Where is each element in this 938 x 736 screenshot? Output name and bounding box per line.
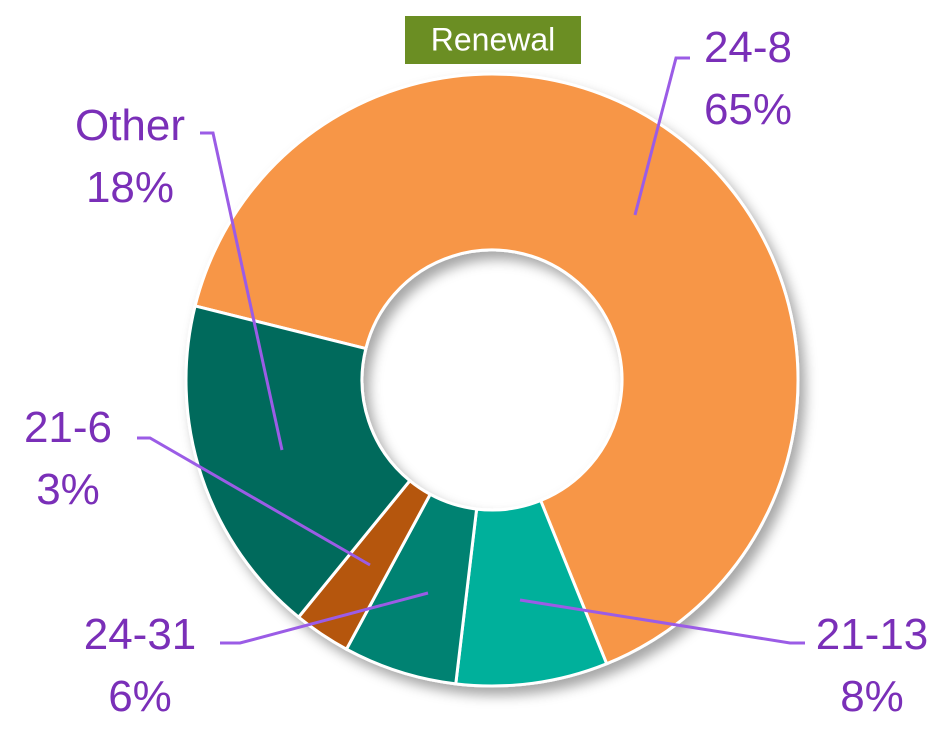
leader-line [220,591,429,645]
slice-label: 21-13 8% [816,610,929,721]
category-label: 24-8 [704,23,792,72]
leader-line [519,598,805,645]
category-label: 24-31 [84,610,197,659]
value-label: 3% [36,465,100,514]
slice-label: 24-8 65% [704,23,792,134]
category-label: Other [75,101,185,150]
chart-title: Renewal [431,21,556,57]
category-label: 21-6 [24,403,112,452]
slice [184,304,412,620]
value-label: 65% [704,85,792,134]
labels: 24-8 65% 21-13 8% 24-31 6% 21-6 3% Other 18% [24,23,928,721]
donut [184,72,800,688]
leader-line [137,436,371,567]
slice-label: 21-6 3% [24,403,112,514]
value-label: 18% [86,163,174,212]
slice-label: 24-31 6% [84,610,197,721]
leader-line [200,131,284,451]
slice [193,72,800,666]
leader-line [633,56,690,216]
value-label: 6% [108,672,172,721]
value-label: 8% [840,672,904,721]
category-label: 21-13 [816,610,929,659]
title-box [405,16,581,64]
slice-label: Other 18% [75,101,185,212]
